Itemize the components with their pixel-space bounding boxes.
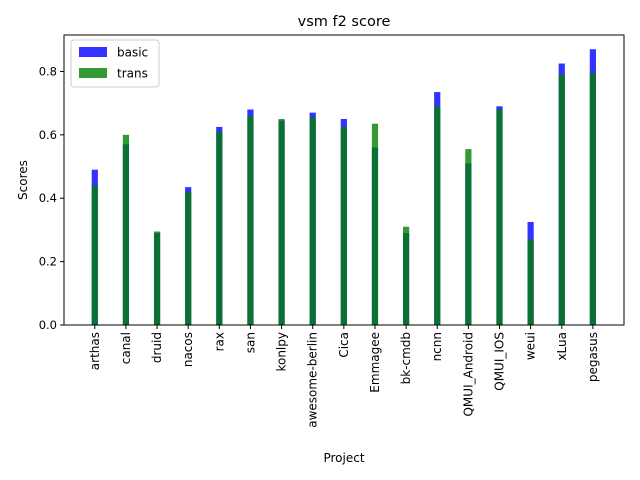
y-axis: 0.0 0.2 0.4 0.6 0.8: [39, 64, 64, 332]
legend-swatch-trans: [79, 68, 107, 78]
bar-trans-QMUI_IOS: [496, 109, 503, 326]
bar-trans-san: [247, 115, 254, 325]
x-tick-label: Cica: [337, 332, 351, 358]
x-tick-label: bk-cmdb: [399, 332, 413, 384]
x-tick-label: san: [243, 332, 257, 353]
x-tick-label: canal: [119, 332, 133, 364]
y-tick-label: 0.6: [39, 128, 57, 142]
x-tick-label: rax: [212, 332, 226, 351]
bar-trans-bk-cmdb: [403, 226, 410, 325]
bar-trans-arthas: [91, 185, 98, 325]
bar-trans-xLua: [558, 74, 565, 325]
y-tick-label: 0.0: [39, 318, 57, 332]
legend-label-trans: trans: [117, 67, 148, 81]
bar-trans-Cica: [340, 126, 347, 325]
legend-label-basic: basic: [117, 46, 148, 60]
bar-trans-rax: [216, 131, 223, 325]
bar-trans-ncnn: [434, 106, 441, 325]
bar-trans-konlpy: [278, 118, 285, 325]
x-tick-label: xLua: [555, 332, 569, 361]
x-tick-label: awesome-berlin: [306, 332, 320, 428]
bar-trans-weui: [527, 239, 534, 325]
bar-trans-Emmagee: [371, 123, 379, 326]
x-tick-label: arthas: [88, 332, 102, 370]
y-tick-label: 0.8: [39, 64, 57, 78]
x-axis-label: Project: [323, 451, 364, 465]
x-tick-label: nacos: [181, 332, 195, 367]
bar-trans-canal: [122, 134, 130, 325]
legend-swatch-basic: [79, 47, 107, 57]
x-tick-label: QMUI_IOS: [492, 332, 506, 391]
x-tick-label: druid: [150, 332, 164, 363]
bar-trans-pegasus: [589, 73, 596, 326]
x-axis: arthas canal druid nacos rax san konlpy awesome…: [88, 325, 600, 428]
x-tick-label: konlpy: [275, 332, 289, 372]
y-tick-label: 0.4: [39, 191, 57, 205]
x-tick-label: pegasus: [586, 332, 600, 382]
legend: basic trans: [70, 39, 160, 88]
chart-title: vsm f2 score: [298, 14, 391, 30]
bar-trans-nacos: [185, 191, 192, 325]
y-axis-label: Scores: [16, 160, 30, 200]
bar-trans-druid: [153, 231, 161, 325]
x-tick-label: ncnn: [430, 332, 444, 361]
bar-trans-awesome-berlin: [309, 117, 316, 325]
bars-layer: [91, 49, 596, 326]
plot-frame: [63, 34, 625, 326]
y-tick-label: 0.2: [39, 255, 57, 269]
x-tick-label: weui: [524, 332, 538, 360]
x-tick-label: Emmagee: [368, 332, 382, 393]
bar-trans-QMUI_Android: [465, 149, 472, 325]
x-tick-label: QMUI_Android: [461, 332, 475, 417]
